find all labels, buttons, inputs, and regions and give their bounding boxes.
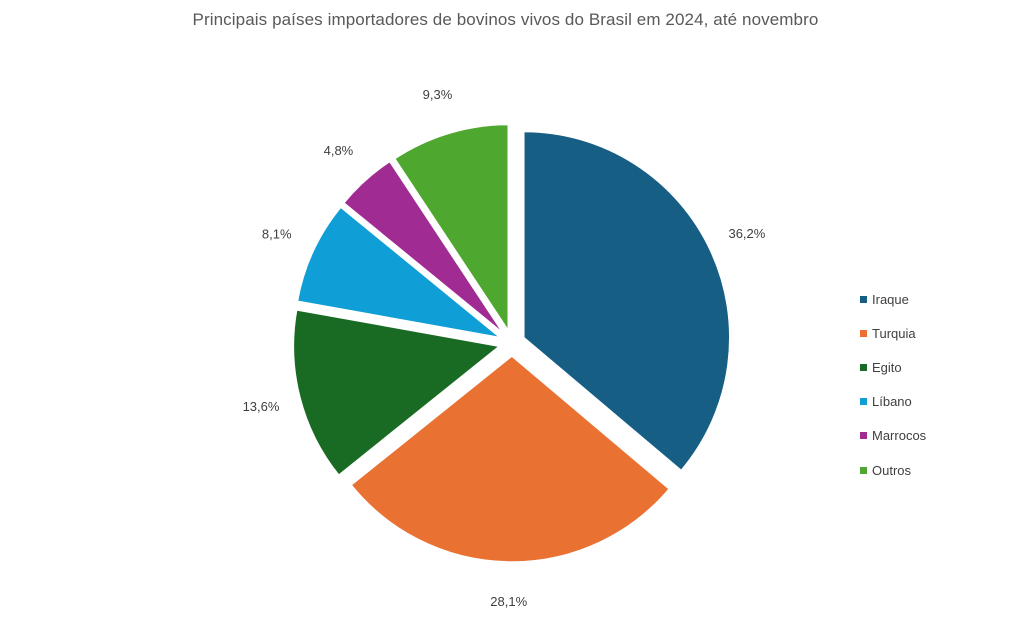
legend-swatch	[860, 295, 867, 303]
pie-slice-líbano	[296, 206, 503, 339]
legend-label: Turquia	[872, 325, 916, 341]
legend-item-outros: Outros	[860, 453, 926, 487]
legend-label: Egito	[872, 359, 902, 375]
pie-slice-egito	[292, 309, 502, 477]
legend-label: Líbano	[872, 394, 912, 410]
data-label-líbano: 8,1%	[262, 227, 292, 242]
pie-slice-iraque	[523, 130, 731, 472]
data-label-egito: 13,6%	[243, 399, 280, 414]
pie-slice-outros	[393, 123, 510, 334]
chart-title: Principais países importadores de bovino…	[192, 10, 819, 29]
legend-item-líbano: Líbano	[860, 385, 926, 419]
legend-swatch	[860, 466, 867, 474]
legend-item-turquia: Turquia	[860, 316, 926, 350]
legend-swatch	[860, 432, 867, 440]
legend-label: Outros	[872, 462, 912, 478]
legend-item-egito: Egito	[860, 350, 926, 384]
legend: Iraque Turquia Egito Líbano Marrocos Outros	[860, 282, 926, 487]
pie-slice-turquia	[350, 355, 671, 563]
data-label-marrocos: 4,8%	[324, 143, 354, 158]
legend-label: Iraque	[872, 291, 909, 307]
legend-item-iraque: Iraque	[860, 282, 926, 316]
legend-swatch	[860, 363, 867, 371]
legend-label: Marrocos	[872, 428, 927, 444]
data-label-iraque: 36,2%	[728, 226, 765, 241]
data-label-outros: 9,3%	[423, 87, 453, 102]
legend-item-marrocos: Marrocos	[860, 419, 926, 453]
data-label-turquia: 28,1%	[490, 594, 527, 609]
legend-swatch	[860, 398, 867, 406]
legend-swatch	[860, 329, 867, 337]
pie-slice-marrocos	[342, 160, 504, 334]
